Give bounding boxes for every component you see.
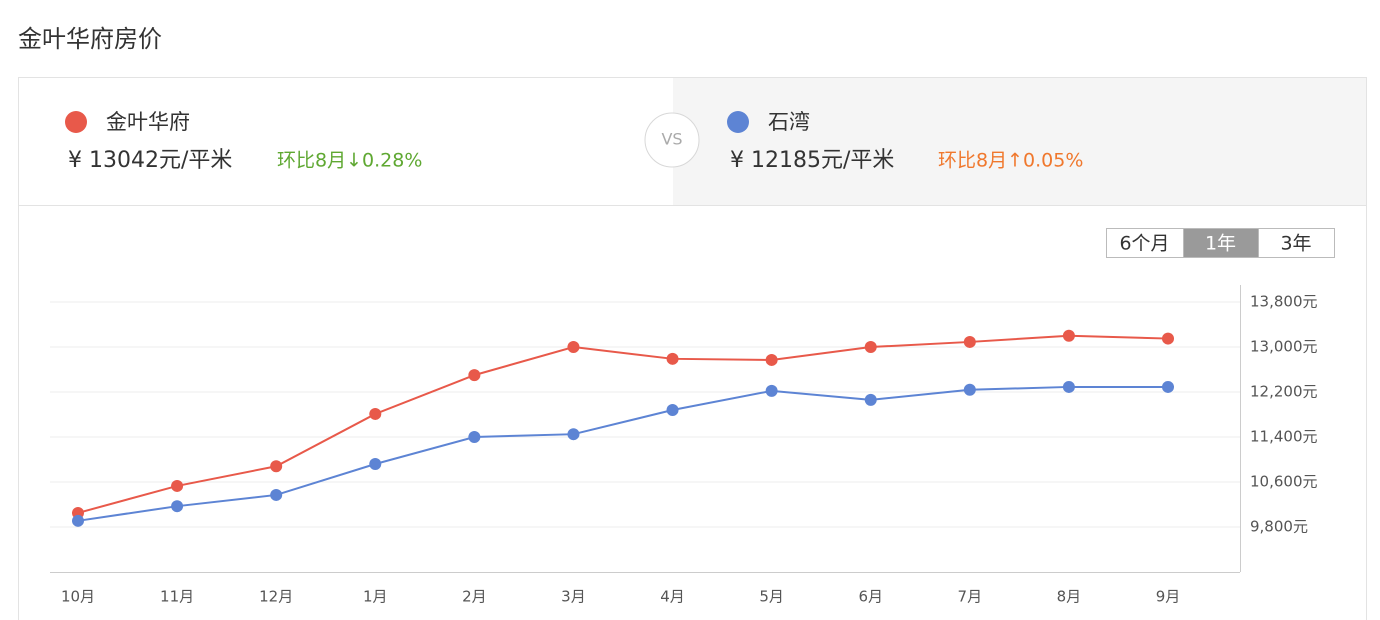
- legend-name: 石湾: [768, 110, 810, 134]
- price: ¥ 12185元/平米: [730, 148, 894, 173]
- data-point: [567, 428, 580, 441]
- vs-text: VS: [661, 130, 682, 149]
- data-point: [864, 393, 877, 406]
- compare-panels: 金叶华府 ¥ 13042元/平米 环比8月↓0.28% 石湾 ¥ 12185元/平米 环比…: [65, 110, 1083, 173]
- data-point: [468, 369, 481, 382]
- range-button-label[interactable]: 3年: [1280, 233, 1311, 255]
- series-line: [77, 334, 1169, 514]
- price-change: 环比8月↓0.28%: [277, 150, 422, 172]
- y-tick-label: 10,600元: [1250, 473, 1318, 491]
- data-point: [963, 383, 976, 396]
- legend-dot: [65, 111, 87, 133]
- vs-badge: [644, 112, 700, 168]
- x-tick-label: 6月: [858, 588, 883, 606]
- data-point: [468, 431, 481, 443]
- y-tick-label: 13,800元: [1250, 293, 1318, 311]
- x-tick-label: 10月: [61, 588, 95, 606]
- data-point: [270, 460, 283, 473]
- page-title: 金叶华府房价: [18, 25, 162, 53]
- data-point: [270, 488, 283, 501]
- data-point: [1162, 332, 1174, 345]
- x-tick-label: 12月: [259, 588, 293, 606]
- data-point: [1062, 380, 1075, 393]
- range-button[interactable]: [1258, 228, 1335, 258]
- x-tick-label: 4月: [660, 588, 685, 606]
- data-point: [765, 384, 778, 397]
- range-button[interactable]: [1183, 228, 1259, 258]
- data-point: [369, 407, 382, 420]
- range-button-label[interactable]: 6个月: [1119, 233, 1169, 255]
- x-tick-label: 2月: [462, 588, 487, 606]
- data-point: [171, 500, 184, 513]
- x-tick-label: 11月: [160, 588, 194, 606]
- range-buttons: 6个月 1年 3年: [1106, 228, 1335, 258]
- y-tick-label: 9,800元: [1250, 518, 1308, 536]
- data-point: [765, 353, 778, 366]
- data-point: [567, 341, 580, 353]
- y-tick-label: 12,200元: [1250, 383, 1318, 401]
- data-point: [369, 458, 382, 470]
- price-change: 环比8月↑0.05%: [938, 150, 1083, 172]
- series-line: [77, 385, 1168, 522]
- data-point: [1162, 380, 1174, 393]
- x-tick-label: 3月: [561, 588, 586, 606]
- y-tick-label: 13,000元: [1250, 338, 1318, 356]
- chart: 9,800元 10,600元 11,400元 12,200元 13,000元 13,800…: [50, 285, 1318, 606]
- range-button-label[interactable]: 1年: [1205, 233, 1236, 255]
- data-point: [171, 479, 184, 492]
- x-tick-label: 7月: [958, 588, 983, 606]
- compare-right-bg: [673, 78, 1366, 205]
- x-tick-label: 8月: [1057, 588, 1082, 606]
- x-tick-label: 1月: [363, 588, 388, 606]
- data-point: [72, 514, 84, 527]
- x-tick-label: 9月: [1156, 588, 1181, 606]
- legend-name: 金叶华府: [106, 110, 190, 134]
- data-point: [666, 352, 679, 365]
- data-point: [1062, 329, 1075, 342]
- x-tick-label: 5月: [759, 588, 784, 606]
- data-point: [666, 404, 679, 416]
- legend-dot: [727, 111, 749, 133]
- price: ¥ 13042元/平米: [68, 148, 232, 173]
- data-point: [963, 335, 976, 348]
- data-point: [864, 341, 877, 353]
- y-tick-label: 11,400元: [1250, 428, 1318, 446]
